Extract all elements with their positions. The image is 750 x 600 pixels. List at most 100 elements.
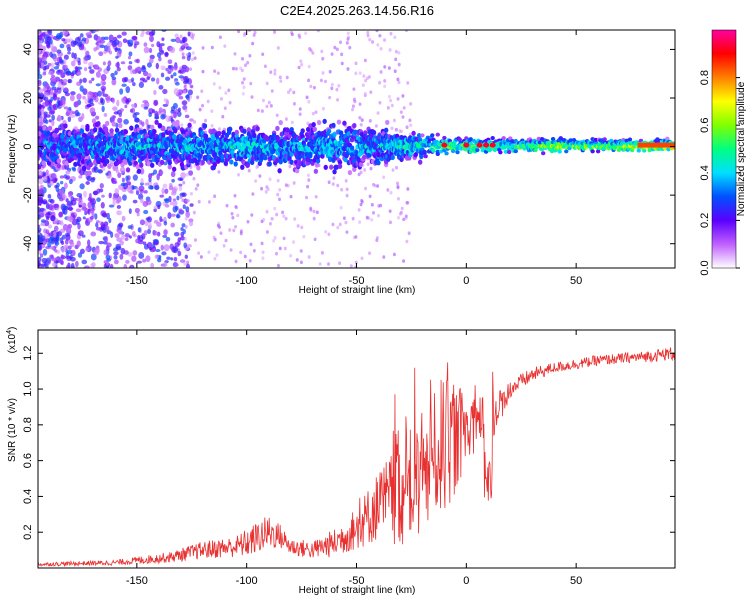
spectrogram-noise-cell: [337, 84, 341, 88]
spectrogram-noise-cell: [345, 41, 349, 45]
spectrogram-noise-cell: [261, 250, 265, 255]
spectrogram-noise-cell: [74, 66, 78, 73]
spectrogram-noise-cell: [65, 198, 69, 203]
spectrogram-noise-cell: [189, 220, 194, 227]
spectrogram-noise-cell: [38, 242, 42, 250]
spectrogram-noise-cell: [146, 76, 151, 81]
spectrogram-x-tick-label: -150: [126, 275, 148, 287]
spectrogram-noise-cell: [44, 100, 49, 107]
spectrogram-ridge-cell: [423, 154, 428, 159]
snr-x-tick-label: -50: [349, 575, 365, 587]
spectrogram-noise-cell: [181, 67, 186, 74]
spectrogram-noise-cell: [407, 231, 411, 235]
spectrogram-noise-cell: [89, 98, 94, 105]
spectrogram-noise-cell: [180, 226, 184, 231]
spectrogram-noise-cell: [216, 71, 220, 75]
spectrogram-ridge-cell: [450, 149, 456, 154]
spectrogram-noise-cell: [124, 233, 130, 238]
spectrogram-noise-cell: [223, 106, 227, 110]
spectrogram-noise-cell: [279, 79, 283, 83]
snr-y-tick-label: 1.2: [22, 346, 34, 361]
spectrogram-noise-cell: [38, 67, 41, 72]
spectrogram-noise-cell: [242, 85, 246, 90]
spectrogram-noise-cell: [170, 222, 175, 228]
spectrogram-noise-cell: [54, 96, 60, 101]
spectrogram-ridge-cell: [307, 147, 312, 153]
spectrogram-noise-cell: [275, 212, 279, 217]
spectrogram-ridge-cell: [602, 137, 607, 142]
spectrogram-noise-cell: [193, 56, 197, 60]
spectrogram-ridge-cell: [506, 150, 512, 155]
spectrogram-ridge-cell: [54, 127, 59, 133]
spectrogram-noise-cell: [265, 104, 269, 109]
spectrogram-noise-cell: [200, 89, 204, 93]
spectrogram-noise-cell: [383, 79, 387, 83]
spectrogram-x-tick-label: 50: [570, 275, 582, 287]
spectrogram-noise-cell: [114, 233, 120, 239]
spectrogram-noise-cell: [228, 100, 232, 105]
spectrogram-ridge-cell: [338, 130, 344, 136]
spectrogram-noise-cell: [260, 109, 264, 113]
spectrogram-noise-cell: [48, 232, 54, 237]
spectrogram-ridge-cell: [92, 127, 98, 133]
spectrogram-noise-cell: [250, 213, 254, 217]
spectrogram-noise-cell: [125, 99, 130, 105]
spectrogram-noise-cell: [169, 46, 176, 54]
spectrogram-noise-cell: [67, 223, 73, 229]
spectrogram-noise-cell: [182, 228, 186, 235]
spectrogram-noise-cell: [312, 216, 316, 221]
spectrogram-noise-cell: [40, 263, 46, 268]
spectrogram-noise-cell: [160, 72, 165, 78]
spectrogram-noise-cell: [76, 71, 82, 76]
spectrogram-ridge-cell: [352, 123, 357, 129]
spectrogram-noise-cell: [189, 118, 194, 122]
spectrogram-noise-cell: [159, 218, 164, 222]
spectrogram-ridge-cell: [326, 128, 332, 134]
spectrogram-noise-cell: [347, 35, 351, 40]
spectrogram-noise-cell: [65, 38, 71, 43]
spectrogram-ridge-cell: [557, 149, 562, 154]
spectrogram-noise-cell: [46, 86, 52, 93]
spectrogram-noise-cell: [360, 118, 364, 122]
spectrogram-noise-cell: [108, 217, 112, 224]
spectrogram-noise-cell: [87, 239, 91, 247]
spectrogram-noise-cell: [54, 241, 60, 246]
spectrogram-noise-cell: [76, 81, 82, 86]
spectrogram-ridge-cell: [152, 128, 157, 135]
spectrogram-noise-cell: [43, 85, 47, 92]
spectrogram-noise-cell: [362, 74, 366, 78]
spectrogram-ridge-cell: [419, 153, 424, 160]
spectrogram-noise-cell: [45, 119, 49, 124]
spectrogram-noise-cell: [386, 106, 390, 110]
spectrogram-ridge-cell: [187, 154, 192, 160]
spectrogram-noise-cell: [90, 253, 97, 261]
spectrogram-noise-cell: [62, 30, 68, 36]
spectrogram-noise-cell: [405, 125, 409, 130]
spectrogram-noise-cell: [76, 93, 82, 100]
spectrogram-noise-cell: [179, 195, 183, 199]
spectrogram-noise-cell: [62, 223, 68, 231]
spectrogram-noise-cell: [93, 47, 97, 52]
spectrogram-ridge-cell: [457, 137, 462, 142]
spectrogram-noise-cell: [398, 212, 402, 216]
snr-panel: -150 -100 -50 0 50 0.20.40.60.81.01.2 Height…: [6, 327, 676, 596]
spectrogram-noise-cell: [165, 236, 171, 242]
spectrogram-noise-cell: [320, 49, 324, 54]
spectrogram-noise-cell: [405, 200, 409, 205]
spectrogram-noise-cell: [143, 190, 148, 194]
spectrogram-noise-cell: [375, 30, 379, 33]
spectrogram-ridge-cell: [167, 164, 172, 170]
spectrogram-ridge-cell: [322, 118, 327, 124]
spectrogram-noise-cell: [106, 258, 112, 262]
spectrogram-noise-cell: [340, 52, 344, 57]
spectrogram-noise-cell: [112, 106, 118, 111]
spectrogram-noise-cell: [184, 217, 188, 221]
spectrogram-noise-cell: [349, 264, 353, 268]
colorbar-tick-label: 0.4: [699, 165, 711, 180]
spectrogram-noise-cell: [276, 192, 280, 197]
spectrogram-noise-cell: [327, 232, 331, 237]
spectrogram-noise-cell: [72, 111, 76, 115]
spectrogram-ridge-cell: [327, 156, 333, 162]
spectrogram-noise-cell: [141, 121, 145, 127]
spectrogram-ridge-cell: [234, 129, 239, 135]
